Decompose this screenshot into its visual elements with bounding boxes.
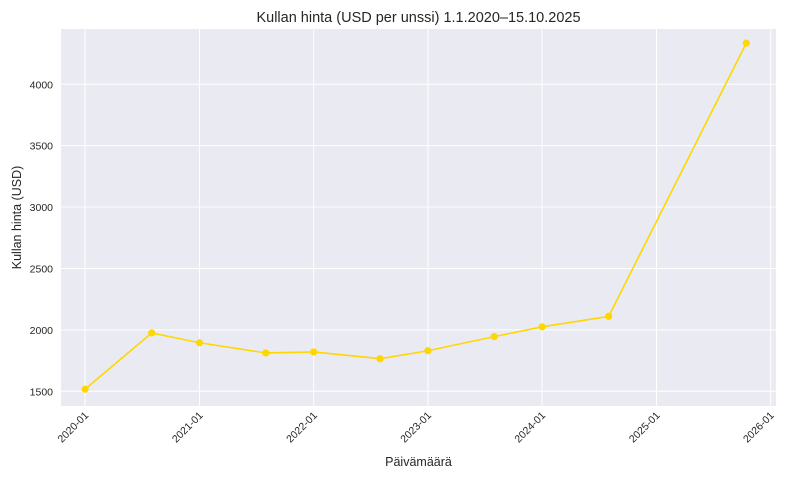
data-point	[742, 39, 750, 47]
y-tick-label: 1500	[30, 386, 54, 398]
data-point	[262, 349, 270, 357]
x-tick-label: 2025-01	[627, 410, 663, 446]
y-tick-label: 3000	[30, 202, 54, 214]
y-tick-label: 2500	[30, 263, 54, 275]
x-tick-label: 2022-01	[284, 410, 320, 446]
data-point	[605, 312, 613, 320]
x-tick-label: 2020-01	[55, 410, 91, 446]
x-axis-label: Päivämäärä	[385, 455, 452, 469]
x-tick-label: 2023-01	[398, 410, 434, 446]
y-tick-label: 4000	[30, 79, 54, 91]
data-point	[490, 333, 498, 341]
chart-title: Kullan hinta (USD per unssi) 1.1.2020–15…	[256, 10, 580, 26]
data-point	[538, 323, 546, 331]
data-point	[195, 339, 204, 347]
x-tick-label: 2021-01	[170, 410, 206, 446]
x-tick-label: 2024-01	[512, 410, 548, 446]
series-layer	[81, 39, 750, 393]
y-tick-label: 2000	[30, 325, 54, 337]
grid	[61, 29, 776, 406]
data-point	[310, 348, 318, 356]
data-point	[81, 385, 89, 393]
x-tick-label: 2026-01	[741, 410, 777, 446]
y-tick-label: 3500	[30, 141, 54, 153]
data-point	[148, 329, 156, 337]
data-point	[424, 347, 432, 355]
y-axis-label: Kullan hinta (USD)	[10, 166, 24, 270]
plot-area	[61, 29, 776, 406]
data-point	[376, 355, 384, 363]
